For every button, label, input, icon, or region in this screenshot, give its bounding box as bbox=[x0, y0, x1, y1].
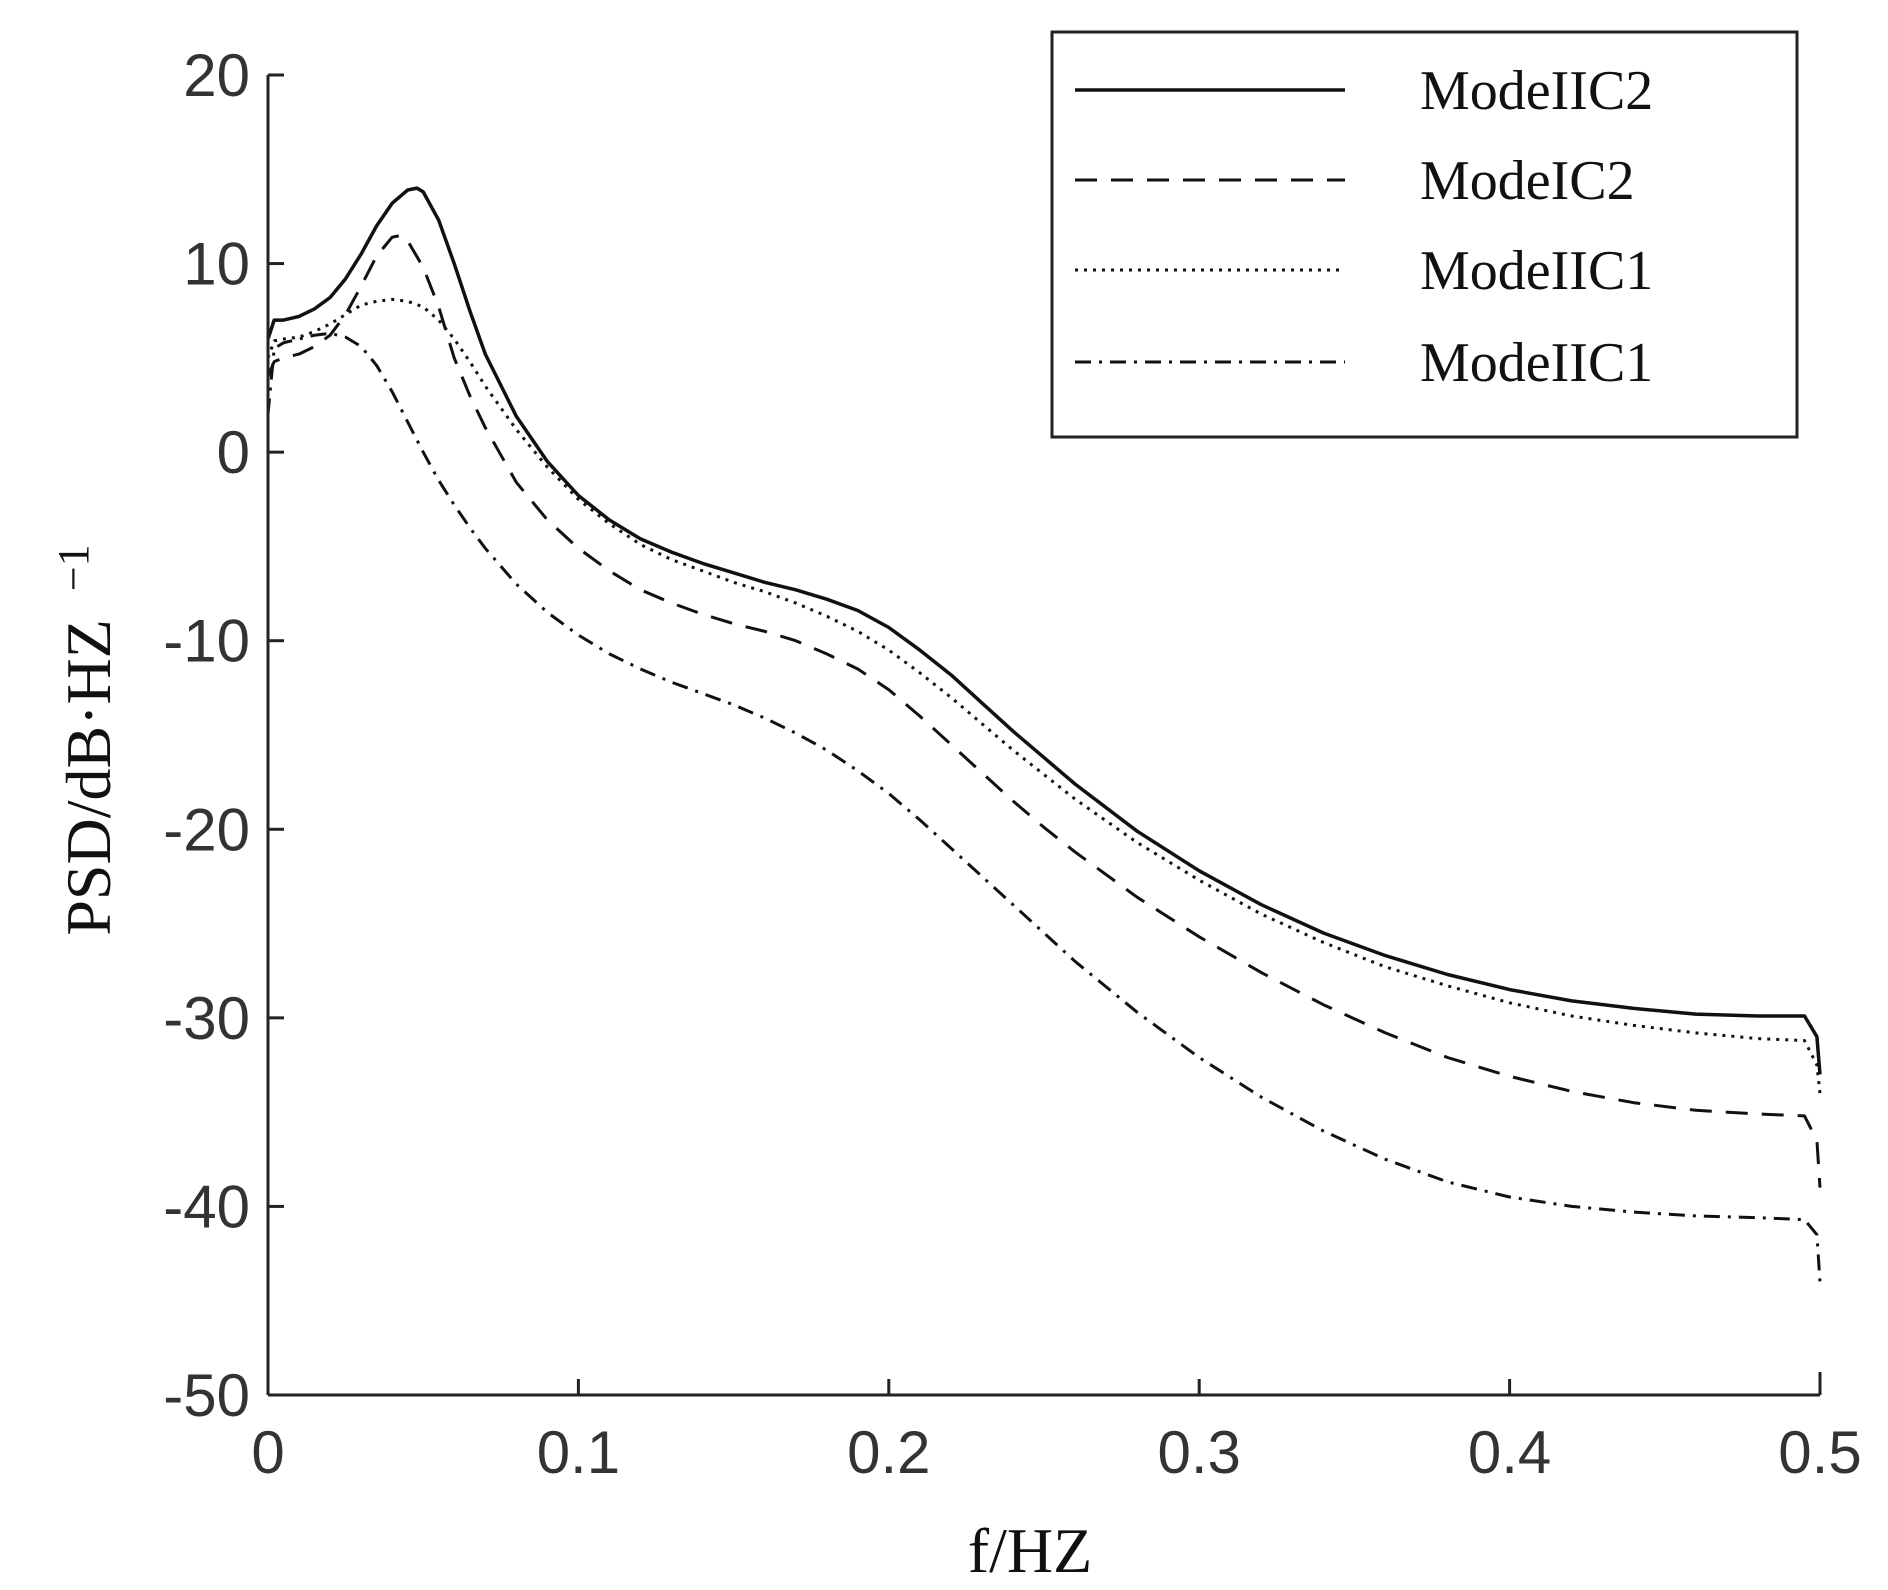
y-axis-title-group: PSD/dB·HZ −1 bbox=[49, 544, 124, 935]
series-layer bbox=[266, 186, 1822, 1282]
series-line-solid bbox=[266, 186, 1822, 1075]
x-tick-label: 0 bbox=[251, 1419, 284, 1486]
x-tick-label: 0.5 bbox=[1778, 1419, 1861, 1486]
x-axis-title: f/HZ bbox=[968, 1515, 1092, 1586]
y-tick-label: 20 bbox=[183, 42, 250, 109]
y-tick-label: -30 bbox=[163, 985, 250, 1052]
y-tick-label: -10 bbox=[163, 608, 250, 675]
legend-items: ModeIIC2 ModeIC2 ModeIIC1 ModeIIC1 bbox=[1075, 60, 1653, 394]
y-tick-label: 10 bbox=[183, 231, 250, 298]
y-tick-label: -20 bbox=[163, 796, 250, 863]
legend-label: ModeIIC1 bbox=[1420, 332, 1653, 394]
legend-label: ModeIIC2 bbox=[1420, 60, 1653, 122]
x-tick-label: 0.1 bbox=[537, 1419, 620, 1486]
series-line-dashdot bbox=[266, 331, 1822, 1282]
legend-box bbox=[1050, 30, 1799, 439]
y-axis-title: PSD/dB·HZ −1 bbox=[49, 544, 124, 935]
series-line-dashed bbox=[266, 233, 1822, 1188]
y-axis-title-sup: −1 bbox=[49, 544, 98, 591]
y-ticks: -50 -40 -30 -20 -10 0 10 20 bbox=[163, 42, 284, 1429]
x-tick-label: 0.3 bbox=[1157, 1419, 1240, 1486]
legend-label: ModeIIC1 bbox=[1420, 240, 1653, 302]
y-tick-label: -50 bbox=[163, 1362, 250, 1429]
y-tick-label: 0 bbox=[217, 419, 250, 486]
x-ticks: 0 0.1 0.2 0.3 0.4 0.5 bbox=[251, 1379, 1862, 1486]
y-axis-title-main: PSD/dB·HZ bbox=[53, 619, 124, 936]
x-tick-label: 0.2 bbox=[847, 1419, 930, 1486]
legend: ModeIIC2 ModeIC2 ModeIIC1 ModeIIC1 bbox=[1050, 30, 1799, 439]
legend-label: ModeIC2 bbox=[1420, 150, 1635, 212]
y-tick-label: -40 bbox=[163, 1173, 250, 1240]
x-tick-label: 0.4 bbox=[1468, 1419, 1551, 1486]
